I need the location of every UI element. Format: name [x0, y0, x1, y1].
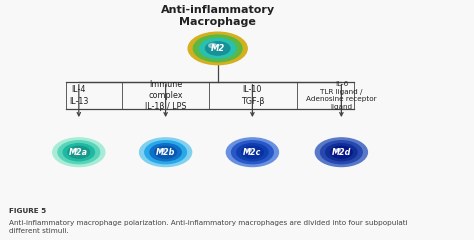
- Text: M2d: M2d: [332, 148, 351, 157]
- Circle shape: [188, 32, 247, 65]
- Text: M2c: M2c: [243, 148, 262, 157]
- Circle shape: [237, 144, 268, 161]
- Circle shape: [320, 141, 362, 164]
- Circle shape: [315, 138, 367, 167]
- Circle shape: [242, 146, 263, 158]
- Circle shape: [200, 38, 236, 58]
- Text: IL-10
TGF-β: IL-10 TGF-β: [241, 85, 264, 106]
- Text: Immune
complex
IL-1β / LPS: Immune complex IL-1β / LPS: [145, 80, 186, 111]
- Circle shape: [150, 144, 181, 161]
- Text: M2b: M2b: [156, 148, 175, 157]
- Text: Anti-inflammatory
Macrophage: Anti-inflammatory Macrophage: [161, 6, 275, 27]
- Circle shape: [206, 42, 230, 55]
- Text: IL-6
TLR ligand /
Adenosine receptor
ligand: IL-6 TLR ligand / Adenosine receptor lig…: [306, 81, 377, 110]
- Text: M2a: M2a: [69, 148, 88, 157]
- Circle shape: [73, 149, 78, 152]
- Text: FIGURE 5: FIGURE 5: [9, 208, 46, 214]
- Circle shape: [58, 141, 100, 164]
- Circle shape: [160, 149, 164, 152]
- Circle shape: [155, 146, 176, 158]
- Circle shape: [330, 146, 352, 158]
- Circle shape: [145, 141, 186, 164]
- Circle shape: [139, 138, 191, 167]
- Circle shape: [193, 35, 242, 62]
- Text: IL-4
IL-13: IL-4 IL-13: [69, 85, 89, 106]
- Circle shape: [246, 149, 251, 152]
- Circle shape: [227, 138, 278, 167]
- Text: M2: M2: [210, 44, 225, 53]
- Circle shape: [53, 138, 105, 167]
- Circle shape: [68, 146, 90, 158]
- Text: Anti-inflammatory macrophage polarization. Anti-inflammatory macrophages are div: Anti-inflammatory macrophage polarizatio…: [9, 220, 408, 234]
- Circle shape: [326, 144, 357, 161]
- Circle shape: [232, 141, 273, 164]
- Circle shape: [63, 144, 94, 161]
- Circle shape: [336, 149, 340, 152]
- Circle shape: [209, 43, 217, 48]
